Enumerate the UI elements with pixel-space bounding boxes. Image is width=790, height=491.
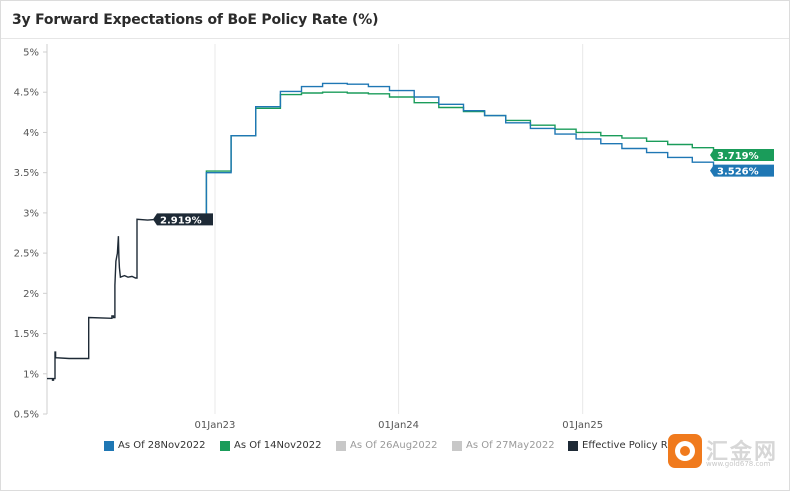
series-line-as-of-14nov2022	[197, 91, 721, 221]
end-label-policy-rate-box	[153, 213, 213, 226]
end-label-28nov2022-box	[710, 164, 774, 177]
legend-swatch	[452, 440, 462, 451]
y-tick-label: 3.5%	[14, 168, 39, 179]
title-divider	[1, 38, 789, 39]
legend-label: As Of 27May2022	[466, 440, 555, 451]
end-label-policy-rate: 2.919%	[160, 215, 202, 226]
legend-label: Effective Policy Rate	[582, 440, 684, 451]
chart-plot: 01Jan23 01Jan24 01Jan25 5% 4.5% 4% 3.5% 3% 2.5% 2…	[14, 44, 774, 431]
chart-legend: As Of 28Nov2022 As Of 14Nov2022 As Of 26Au…	[0, 440, 790, 460]
legend-label: As Of 28Nov2022	[118, 440, 206, 451]
series-line-effective-policy-rate	[47, 217, 198, 381]
y-tick-label: 4%	[23, 128, 39, 139]
x-tick-label: 01Jan25	[562, 420, 603, 431]
legend-item[interactable]: Effective Policy Rate	[568, 440, 684, 451]
legend-item[interactable]: As Of 14Nov2022	[220, 440, 322, 451]
x-tick-label: 01Jan23	[195, 420, 236, 431]
x-tick-label: 01Jan24	[378, 420, 419, 431]
y-tick-label: 1.5%	[14, 329, 39, 340]
legend-item[interactable]: As Of 26Aug2022	[336, 440, 438, 451]
y-tick-label: 2%	[23, 289, 39, 300]
legend-item[interactable]: As Of 28Nov2022	[104, 440, 206, 451]
chart-title: 3y Forward Expectations of BoE Policy Ra…	[12, 12, 379, 28]
y-tick-label: 4.5%	[14, 88, 39, 99]
end-label-28nov2022: 3.526%	[717, 167, 759, 178]
end-label-14nov2022: 3.719%	[717, 151, 759, 162]
y-tick-label: 5%	[23, 48, 39, 59]
legend-label: As Of 14Nov2022	[234, 440, 322, 451]
legend-swatch	[104, 440, 114, 451]
legend-swatch	[336, 440, 346, 451]
series-line-as-of-28nov2022	[197, 82, 721, 221]
y-tick-label: 0.5%	[14, 410, 39, 421]
watermark-logo-icon	[668, 434, 702, 468]
y-tick-label: 2.5%	[14, 249, 39, 260]
watermark-text: 汇金网	[706, 440, 779, 465]
watermark: 汇金网 www.gold678.com	[668, 432, 780, 470]
legend-label: As Of 26Aug2022	[350, 440, 438, 451]
watermark-url: www.gold678.com	[706, 460, 771, 468]
end-label-14nov2022-box	[710, 149, 774, 162]
y-tick-label: 1%	[23, 369, 39, 380]
legend-swatch	[568, 440, 578, 451]
y-tick-label: 3%	[23, 208, 39, 219]
legend-swatch	[220, 440, 230, 451]
legend-item[interactable]: As Of 27May2022	[452, 440, 555, 451]
